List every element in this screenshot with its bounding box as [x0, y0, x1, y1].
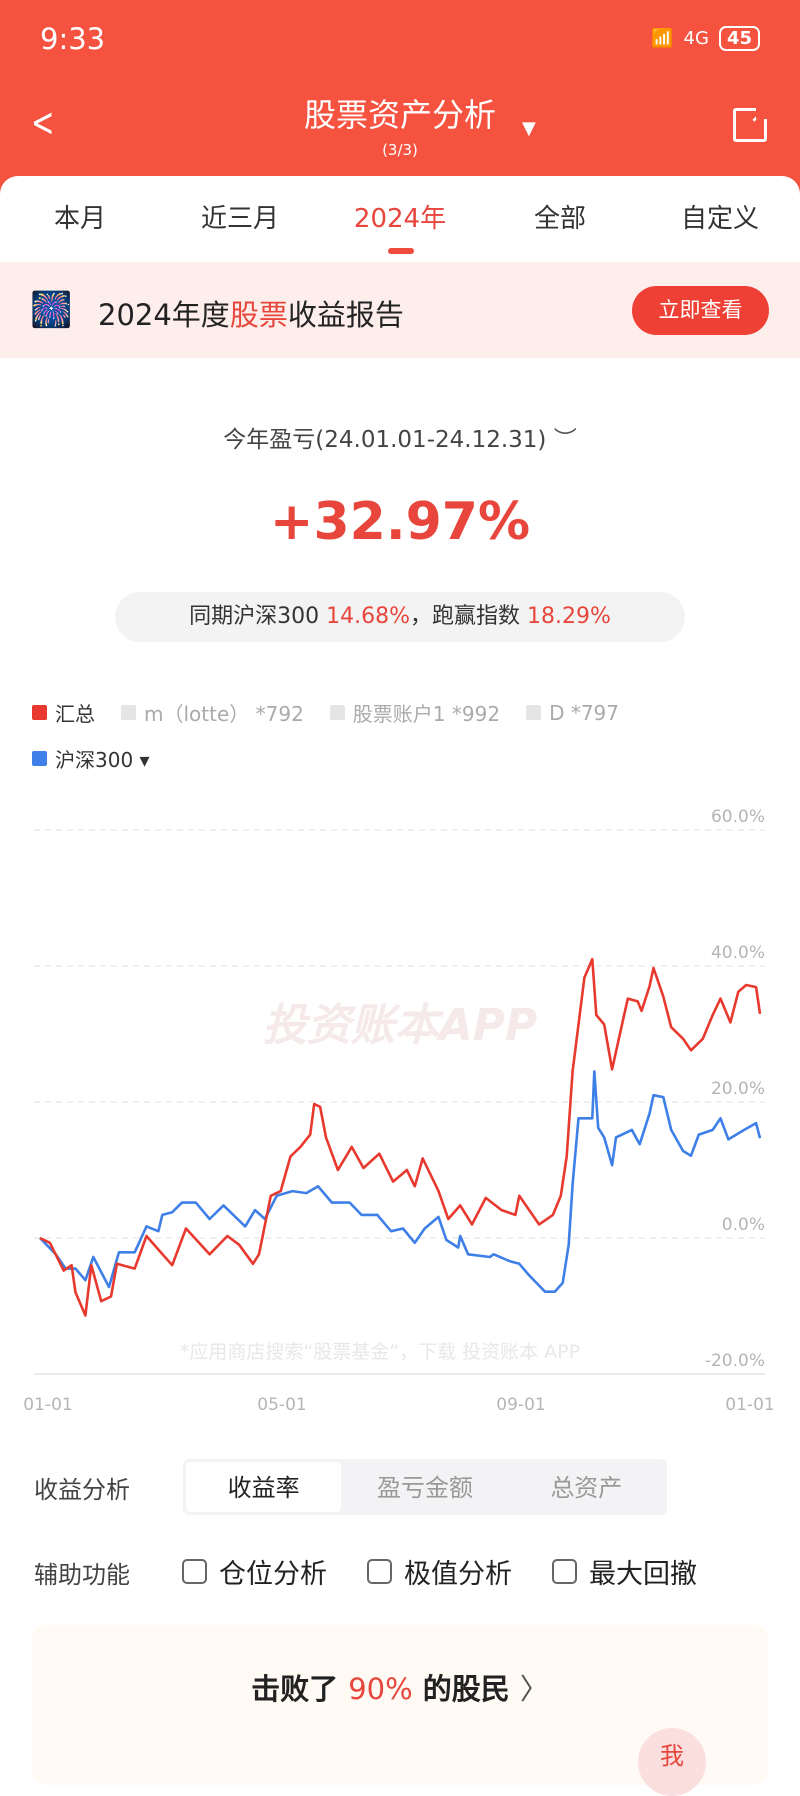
legend-label: 股票账户1 *992 — [352, 702, 501, 726]
y-tick-label: 0.0% — [722, 1215, 765, 1235]
page-subtitle: (3/3) — [382, 141, 418, 159]
series-line-csi300 — [39, 1070, 762, 1293]
period-text: 今年盈亏(24.01.01-24.12.31) — [223, 427, 547, 453]
legend-item-account-992[interactable]: 股票账户1 *992 — [329, 698, 501, 727]
beat-text[interactable]: 击败了 90% 的股民 〉 — [0, 1666, 800, 1708]
checkbox-icon[interactable] — [552, 1559, 577, 1584]
tab-all[interactable]: 全部 — [533, 204, 586, 234]
legend-label: 汇总 — [55, 702, 95, 726]
beat-percent: 90% — [348, 1672, 413, 1706]
tab-custom[interactable]: 自定义 — [680, 204, 759, 234]
x-tick-label: 09-01 — [496, 1395, 545, 1415]
banner-text: 2024年度股票收益报告 — [98, 292, 404, 334]
legend-label: D *797 — [549, 700, 619, 725]
back-icon[interactable]: < — [31, 100, 55, 146]
chevron-right-icon: 〉 — [519, 1672, 549, 1706]
caret-down-icon[interactable]: ▼ — [522, 118, 536, 139]
banner-text-post: 收益报告 — [287, 298, 404, 332]
beat-post: 的股民 — [412, 1672, 510, 1706]
checkbox-icon[interactable] — [182, 1559, 207, 1584]
outperform-value: 18.29% — [527, 604, 611, 629]
network-label: 4G — [683, 28, 709, 49]
seg-return-rate[interactable]: 收益率 — [186, 1462, 342, 1512]
legend-label: m（lotte） *792 — [144, 702, 304, 726]
x-tick-label: 05-01 — [257, 1395, 306, 1415]
tab-this-month[interactable]: 本月 — [53, 204, 106, 234]
period-tabs: 本月 近三月 2024年 全部 自定义 — [0, 176, 800, 262]
beat-pre: 击败了 — [251, 1672, 349, 1706]
legend-swatch — [329, 705, 345, 720]
position-analysis-checkbox[interactable]: 仓位分析 — [182, 1552, 327, 1591]
tab-2024[interactable]: 2024年 — [353, 204, 447, 234]
legend-item-account-792[interactable]: m（lotte） *792 — [121, 698, 304, 727]
checkbox-label: 极值分析 — [404, 1559, 512, 1590]
view-now-button[interactable]: 立即查看 — [632, 286, 769, 335]
benchmark-label: 同期沪深300 — [189, 604, 320, 629]
aux-label: 辅助功能 — [34, 1561, 130, 1589]
extreme-analysis-checkbox[interactable]: 极值分析 — [367, 1552, 512, 1591]
footnote: *应用商店搜索“股票基金”，下载 投资账本 APP — [180, 1341, 580, 1363]
me-avatar: 我 — [638, 1728, 706, 1796]
x-tick-label: 01-01 — [23, 1395, 72, 1415]
checkbox-label: 最大回撤 — [589, 1559, 697, 1590]
tab-three-months[interactable]: 近三月 — [200, 204, 279, 234]
x-tick-label: 01-01 — [725, 1395, 774, 1415]
fireworks-icon: 🎆 — [30, 290, 73, 330]
legend-swatch — [32, 705, 47, 720]
header-bar — [0, 0, 800, 200]
seg-profit-amount[interactable]: 盈亏金额 — [376, 1474, 473, 1502]
page-title[interactable]: 股票资产分析 — [303, 96, 496, 134]
checkbox-icon[interactable] — [367, 1559, 392, 1584]
banner-text-highlight: 股票 — [229, 298, 288, 332]
profit-rate: +32.97% — [269, 492, 531, 552]
y-tick-label: 40.0% — [711, 943, 765, 963]
status-time: 9:33 — [40, 22, 106, 56]
analysis-label: 收益分析 — [34, 1476, 130, 1504]
y-tick-label: 20.0% — [711, 1079, 765, 1099]
legend-item-total[interactable]: 汇总 — [32, 698, 95, 727]
series-line-total — [39, 957, 762, 1317]
battery-icon: 45 — [718, 26, 760, 51]
eye-closed-icon[interactable]: ︶ — [553, 427, 577, 453]
share-icon[interactable]: ↗ — [733, 104, 770, 142]
legend-swatch — [32, 751, 47, 766]
outperform-label: ，跑赢指数 — [409, 604, 520, 629]
seg-total-assets[interactable]: 总资产 — [550, 1474, 623, 1502]
max-drawdown-checkbox[interactable]: 最大回撤 — [552, 1552, 697, 1591]
analysis-segmented: 收益率 盈亏金额 总资产 — [183, 1459, 667, 1515]
aux-options: 仓位分析 极值分析 最大回撤 — [182, 1552, 697, 1591]
tab-indicator — [388, 248, 414, 254]
wifi-icon: 📶 — [651, 28, 674, 49]
legend-item-csi300[interactable]: 沪深300 ▾ — [32, 744, 150, 773]
y-tick-label: -20.0% — [705, 1351, 765, 1371]
banner-text-pre: 2024年度 — [98, 298, 230, 332]
checkbox-label: 仓位分析 — [219, 1559, 327, 1590]
y-tick-label: 60.0% — [711, 807, 765, 827]
legend-label: 沪深300 ▾ — [55, 748, 150, 772]
legend: 汇总 m（lotte） *792 股票账户1 *992 D *797 — [32, 698, 619, 727]
legend-swatch — [121, 705, 136, 720]
status-icons: 📶 4G 45 — [651, 26, 760, 51]
benchmark-compare: 同期沪深300 14.68%，跑赢指数 18.29% — [115, 592, 685, 642]
legend-item-account-797[interactable]: D *797 — [526, 698, 619, 727]
return-chart[interactable]: 投资账本APP *应用商店搜索“股票基金”，下载 投资账本 APP 60.0% 4… — [0, 780, 800, 1430]
watermark: 投资账本APP — [263, 1000, 538, 1051]
benchmark-value: 14.68% — [326, 604, 410, 629]
legend-swatch — [526, 705, 542, 720]
period-label: 今年盈亏(24.01.01-24.12.31) ︶ — [0, 420, 800, 454]
